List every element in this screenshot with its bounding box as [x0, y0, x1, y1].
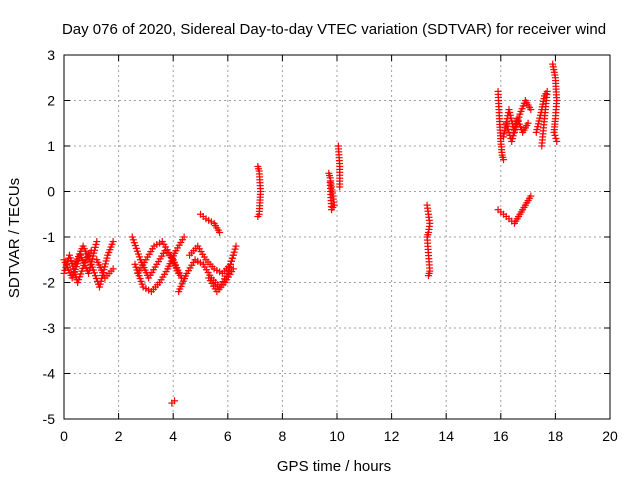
y-tick-label: -5 [43, 411, 56, 427]
x-tick-label: 4 [169, 428, 177, 444]
y-tick-label: 3 [47, 47, 55, 63]
data-point [538, 142, 546, 150]
x-tick-label: 8 [279, 428, 287, 444]
data-point [228, 254, 236, 262]
data-point [180, 233, 188, 241]
data-point [227, 260, 235, 268]
x-tick-label: 20 [602, 428, 618, 444]
axis-ticks [63, 54, 611, 420]
y-tick-label: -1 [43, 229, 56, 245]
x-tick-label: 16 [493, 428, 509, 444]
data-point [500, 133, 508, 141]
y-tick-label: 2 [47, 93, 55, 109]
y-axis-label: SDTVAR / TECUs [6, 178, 23, 298]
data-point [524, 119, 532, 127]
data-point [230, 248, 238, 256]
data-point [500, 130, 508, 138]
x-tick-label: 10 [329, 428, 345, 444]
data-points [60, 60, 561, 407]
x-tick-label: 12 [384, 428, 400, 444]
x-tick-label: 14 [438, 428, 454, 444]
data-point [553, 137, 561, 145]
x-tick-label: 6 [224, 428, 232, 444]
data-point [551, 131, 559, 139]
data-point [109, 265, 117, 273]
data-point [216, 228, 224, 236]
data-point [171, 397, 179, 405]
data-point [504, 125, 512, 133]
data-point [226, 263, 234, 271]
y-tick-label: -2 [43, 275, 56, 291]
y-tick-label: -4 [43, 366, 56, 382]
y-tick-label: 0 [47, 184, 55, 200]
x-axis-label: GPS time / hours [277, 458, 391, 475]
data-point [527, 106, 535, 114]
data-point [527, 192, 535, 200]
data-point [60, 269, 68, 277]
y-tick-label: 1 [47, 138, 55, 154]
x-axis-tick-labels: 0 2 4 6 8 10 12 14 16 18 20 [60, 428, 618, 444]
data-point [336, 183, 344, 191]
data-point [550, 128, 558, 136]
data-point [503, 122, 511, 130]
chart-title: Day 076 of 2020, Sidereal Day-to-day VTE… [62, 21, 606, 38]
y-tick-label: -3 [43, 320, 56, 336]
data-point [109, 238, 117, 246]
x-tick-label: 2 [115, 428, 123, 444]
data-point [500, 156, 508, 164]
data-point [254, 213, 262, 221]
data-point [424, 272, 432, 280]
data-point [229, 251, 237, 259]
x-tick-label: 18 [548, 428, 564, 444]
data-point [501, 127, 509, 135]
data-point [229, 265, 237, 273]
data-point [227, 257, 235, 265]
x-tick-label: 0 [60, 428, 68, 444]
data-point [175, 269, 183, 277]
y-axis-tick-labels: -5 -4 -3 -2 -1 0 1 2 3 [43, 47, 56, 427]
data-point [231, 245, 239, 253]
data-point [232, 242, 240, 250]
data-point [326, 178, 334, 186]
data-point [502, 119, 510, 127]
data-point [93, 238, 101, 246]
data-point [552, 134, 560, 142]
